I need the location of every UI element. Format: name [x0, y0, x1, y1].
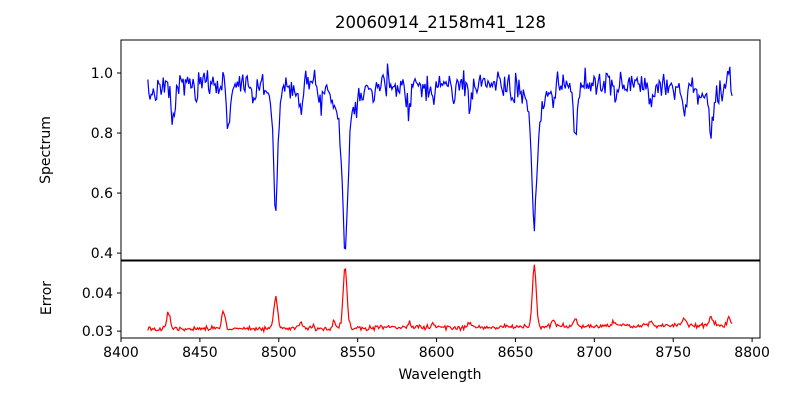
error-y-tick-label: 0.04 — [82, 286, 113, 302]
x-tick-label: 8650 — [498, 345, 534, 361]
spectrum-line — [147, 63, 733, 250]
spectrum-y-tick-label: 0.4 — [91, 246, 113, 262]
error-panel-frame — [120, 260, 761, 339]
chart-title: 20060914_2158m41_128 — [334, 13, 547, 32]
spectrum-y-tick-label: 0.6 — [91, 186, 113, 202]
x-tick-label: 8600 — [419, 345, 455, 361]
spectrum-y-tick-label: 1.0 — [91, 66, 113, 82]
spectrum-panel-frame — [120, 39, 761, 261]
x-tick-label: 8400 — [103, 345, 139, 361]
x-axis-label: Wavelength — [398, 367, 482, 383]
error-y-tick-label: 0.03 — [82, 324, 113, 340]
x-tick-label: 8800 — [734, 345, 770, 361]
spectrum-y-tick-label: 0.8 — [91, 126, 113, 142]
x-tick-label: 8500 — [261, 345, 297, 361]
x-tick-label: 8700 — [577, 345, 613, 361]
x-tick-label: 8450 — [182, 345, 218, 361]
x-tick-label: 8550 — [340, 345, 376, 361]
error-line — [147, 264, 733, 334]
x-tick-label: 8750 — [655, 345, 691, 361]
